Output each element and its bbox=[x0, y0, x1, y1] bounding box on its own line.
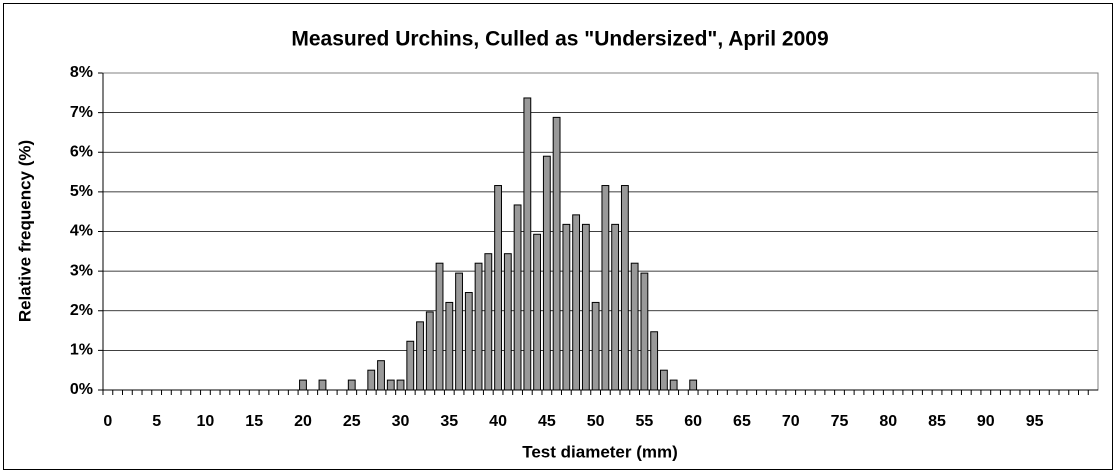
bar bbox=[562, 223, 571, 391]
x-tick-label: 80 bbox=[879, 413, 897, 430]
x-tick-label: 35 bbox=[440, 413, 458, 430]
bar bbox=[484, 253, 493, 391]
bar bbox=[581, 223, 590, 391]
x-tick-label: 65 bbox=[733, 413, 751, 430]
bar bbox=[601, 185, 610, 391]
bar bbox=[318, 379, 327, 391]
bar bbox=[396, 379, 405, 391]
bar bbox=[435, 262, 444, 391]
x-tick-label: 10 bbox=[197, 413, 215, 430]
bar bbox=[523, 97, 532, 391]
x-tick-label: 5 bbox=[152, 413, 161, 430]
bar bbox=[386, 379, 395, 391]
x-tick-label: 20 bbox=[294, 413, 312, 430]
y-tick-label: 7% bbox=[70, 104, 93, 121]
x-tick-label: 50 bbox=[587, 413, 605, 430]
y-tick-label: 6% bbox=[70, 143, 93, 160]
bar bbox=[425, 311, 434, 391]
bar bbox=[650, 331, 659, 391]
x-tick-label: 15 bbox=[245, 413, 263, 430]
bar bbox=[494, 185, 502, 391]
bar bbox=[552, 116, 561, 391]
bar bbox=[406, 340, 415, 391]
x-tick-label: 95 bbox=[1026, 413, 1044, 430]
bar bbox=[620, 185, 629, 391]
y-tick-label: 0% bbox=[70, 381, 93, 398]
bar bbox=[542, 155, 551, 391]
bar bbox=[445, 301, 454, 391]
bar bbox=[533, 233, 542, 391]
bar bbox=[611, 223, 620, 391]
bar bbox=[416, 321, 424, 391]
bar bbox=[591, 301, 600, 391]
bar bbox=[669, 379, 678, 391]
x-tick-label: 90 bbox=[977, 413, 995, 430]
bar bbox=[474, 262, 483, 391]
bar bbox=[572, 214, 581, 391]
y-tick-label: 2% bbox=[70, 302, 93, 319]
y-tick-label: 1% bbox=[70, 342, 93, 359]
x-tick-label: 40 bbox=[489, 413, 507, 430]
bar bbox=[503, 253, 512, 391]
x-tick-label: 25 bbox=[343, 413, 361, 430]
x-tick-label: 55 bbox=[635, 413, 653, 430]
bar bbox=[367, 369, 376, 391]
x-tick-label: 70 bbox=[782, 413, 800, 430]
bar bbox=[347, 379, 356, 391]
bar bbox=[689, 379, 698, 391]
bar bbox=[377, 360, 385, 391]
x-tick-label: 45 bbox=[538, 413, 556, 430]
bar bbox=[464, 292, 473, 391]
bar bbox=[455, 272, 463, 391]
bar bbox=[640, 272, 649, 391]
bar bbox=[513, 204, 522, 391]
x-tick-label: 85 bbox=[928, 413, 946, 430]
x-axis-label: Test diameter (mm) bbox=[522, 442, 678, 461]
x-tick-label: 30 bbox=[392, 413, 410, 430]
x-tick-label: 75 bbox=[831, 413, 849, 430]
y-tick-label: 5% bbox=[70, 183, 93, 200]
y-axis-label: Relative frequency (%) bbox=[15, 140, 34, 322]
chart-title: Measured Urchins, Culled as "Undersized"… bbox=[291, 28, 828, 51]
y-tick-label: 3% bbox=[70, 262, 93, 279]
y-tick-label: 4% bbox=[70, 223, 93, 240]
bar bbox=[630, 262, 639, 391]
x-tick-label: 0 bbox=[103, 413, 112, 430]
bar bbox=[299, 379, 307, 391]
bar bbox=[659, 369, 668, 391]
y-tick-label: 8% bbox=[70, 64, 93, 81]
x-tick-label: 60 bbox=[684, 413, 702, 430]
